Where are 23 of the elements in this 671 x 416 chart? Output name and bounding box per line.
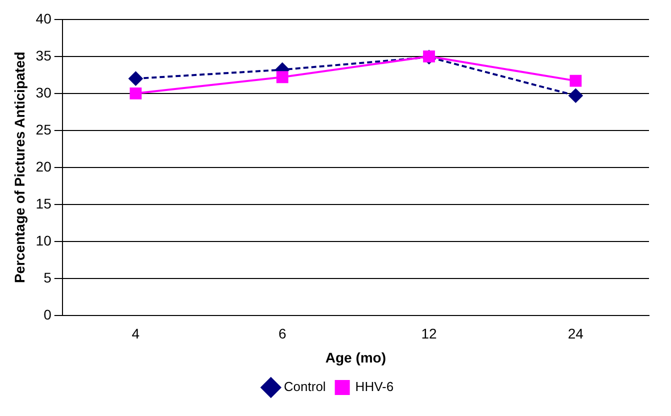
y-tick-label: 40 <box>36 10 52 26</box>
legend-label: Control <box>284 379 326 394</box>
y-tick-label: 20 <box>36 158 52 174</box>
y-tick-label: 25 <box>36 121 52 138</box>
y-tick-label: 15 <box>36 195 52 212</box>
x-tick-label: 6 <box>278 326 286 342</box>
x-tick-label: 4 <box>132 326 140 342</box>
y-tick-label: 5 <box>44 269 52 286</box>
point <box>130 87 142 100</box>
y-tick-label: 10 <box>36 232 52 248</box>
y-tick-label: 35 <box>36 47 52 64</box>
x-tick-label: 12 <box>421 326 438 342</box>
y-tick-label: 30 <box>36 84 52 100</box>
y-axis-title: Percentage of Pictures Anticipated <box>11 52 28 284</box>
x-tick-label: 24 <box>568 326 584 342</box>
y-tick-label: 0 <box>44 306 52 322</box>
point <box>570 74 582 87</box>
x-axis-title: Age (mo) <box>325 349 386 366</box>
point <box>276 71 288 84</box>
point <box>423 50 435 62</box>
legend-label: HHV-6 <box>355 379 394 394</box>
point <box>568 88 583 103</box>
point <box>128 72 143 86</box>
